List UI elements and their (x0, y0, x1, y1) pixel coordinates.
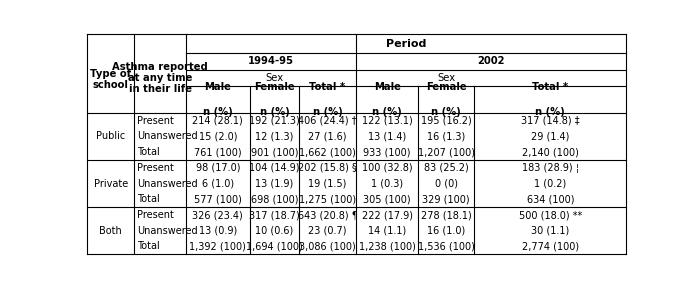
Text: 406 (24.4) †: 406 (24.4) † (299, 116, 357, 126)
Text: 901 (100): 901 (100) (251, 147, 298, 157)
Text: 100 (32.8): 100 (32.8) (362, 163, 413, 173)
Text: Total: Total (137, 194, 160, 204)
Text: 19 (1.5): 19 (1.5) (308, 179, 347, 189)
Text: 3,086 (100): 3,086 (100) (299, 241, 356, 251)
Text: at any time: at any time (128, 73, 192, 83)
Text: 2002: 2002 (477, 56, 505, 66)
Text: Public: Public (96, 131, 125, 141)
Text: Unanswered: Unanswered (137, 179, 198, 189)
Text: school: school (93, 80, 129, 90)
Text: 1994-95: 1994-95 (248, 56, 294, 66)
Text: 1 (0.2): 1 (0.2) (535, 179, 567, 189)
Text: 104 (14.9): 104 (14.9) (249, 163, 300, 173)
Text: 27 (1.6): 27 (1.6) (308, 131, 347, 141)
Text: 317 (18.7): 317 (18.7) (249, 210, 300, 220)
Text: 183 (28.9) ¦: 183 (28.9) ¦ (522, 163, 579, 173)
Text: 305 (100): 305 (100) (363, 194, 411, 204)
Text: 1,694 (100): 1,694 (100) (246, 241, 303, 251)
Text: 202 (15.8) §: 202 (15.8) § (298, 163, 357, 173)
Text: 761 (100): 761 (100) (194, 147, 242, 157)
Text: 2,774 (100): 2,774 (100) (522, 241, 579, 251)
Text: 1 (0.3): 1 (0.3) (371, 179, 403, 189)
Text: 13 (0.9): 13 (0.9) (198, 226, 237, 236)
Text: Type of: Type of (90, 69, 132, 79)
Text: 195 (16.2): 195 (16.2) (421, 116, 472, 126)
Text: n (%): n (%) (535, 107, 565, 117)
Text: 326 (23.4): 326 (23.4) (192, 210, 243, 220)
Text: n (%): n (%) (203, 107, 232, 117)
Text: 500 (18.0) **: 500 (18.0) ** (519, 210, 582, 220)
Text: 13 (1.9): 13 (1.9) (255, 179, 294, 189)
Text: Present: Present (137, 116, 174, 126)
Text: 698 (100): 698 (100) (251, 194, 298, 204)
Text: 317 (14.8) ‡: 317 (14.8) ‡ (521, 116, 580, 126)
Text: Male: Male (374, 82, 401, 92)
Text: Unanswered: Unanswered (137, 131, 198, 141)
Text: 1,207 (100): 1,207 (100) (418, 147, 475, 157)
Text: 30 (1.1): 30 (1.1) (531, 226, 569, 236)
Text: 214 (28.1): 214 (28.1) (192, 116, 243, 126)
Text: 643 (20.8) ¶: 643 (20.8) ¶ (298, 210, 358, 220)
Text: Unanswered: Unanswered (137, 226, 198, 236)
Text: 1,662 (100): 1,662 (100) (299, 147, 356, 157)
Text: 933 (100): 933 (100) (363, 147, 411, 157)
Text: 1,536 (100): 1,536 (100) (418, 241, 475, 251)
Text: 98 (17.0): 98 (17.0) (196, 163, 240, 173)
Text: Sex: Sex (265, 73, 283, 83)
Text: n (%): n (%) (372, 107, 402, 117)
Text: 14 (1.1): 14 (1.1) (368, 226, 406, 236)
Text: 222 (17.9): 222 (17.9) (362, 210, 413, 220)
Text: 13 (1.4): 13 (1.4) (368, 131, 406, 141)
Text: 6 (1.0): 6 (1.0) (202, 179, 234, 189)
Text: 1,238 (100): 1,238 (100) (358, 241, 416, 251)
Text: 192 (21.3): 192 (21.3) (249, 116, 300, 126)
Text: 634 (100): 634 (100) (527, 194, 574, 204)
Text: Both: Both (100, 226, 122, 236)
Text: Asthma reported: Asthma reported (112, 61, 208, 71)
Text: 10 (0.6): 10 (0.6) (255, 226, 294, 236)
Text: 83 (25.2): 83 (25.2) (424, 163, 468, 173)
Text: 278 (18.1): 278 (18.1) (421, 210, 472, 220)
Text: n (%): n (%) (313, 107, 342, 117)
Text: Sex: Sex (437, 73, 455, 83)
Text: Total: Total (137, 147, 160, 157)
Text: 329 (100): 329 (100) (422, 194, 470, 204)
Text: Male: Male (205, 82, 231, 92)
Text: 577 (100): 577 (100) (194, 194, 242, 204)
Text: Total *: Total * (310, 82, 346, 92)
Text: n (%): n (%) (432, 107, 461, 117)
Text: 16 (1.0): 16 (1.0) (427, 226, 466, 236)
Text: 12 (1.3): 12 (1.3) (255, 131, 294, 141)
Text: Period: Period (386, 38, 426, 49)
Text: 23 (0.7): 23 (0.7) (308, 226, 347, 236)
Text: Female: Female (254, 82, 294, 92)
Text: n (%): n (%) (260, 107, 290, 117)
Text: Present: Present (137, 163, 174, 173)
Text: 16 (1.3): 16 (1.3) (427, 131, 466, 141)
Text: Total: Total (137, 241, 160, 251)
Text: 2,140 (100): 2,140 (100) (522, 147, 579, 157)
Text: 29 (1.4): 29 (1.4) (531, 131, 569, 141)
Text: Female: Female (426, 82, 466, 92)
Text: Present: Present (137, 210, 174, 220)
Text: 122 (13.1): 122 (13.1) (362, 116, 413, 126)
Text: in their life: in their life (129, 84, 191, 94)
Text: 1,275 (100): 1,275 (100) (299, 194, 356, 204)
Text: 1,392 (100): 1,392 (100) (189, 241, 246, 251)
Text: Private: Private (93, 179, 128, 189)
Text: 15 (2.0): 15 (2.0) (198, 131, 237, 141)
Text: 0 (0): 0 (0) (435, 179, 458, 189)
Text: Total *: Total * (532, 82, 569, 92)
